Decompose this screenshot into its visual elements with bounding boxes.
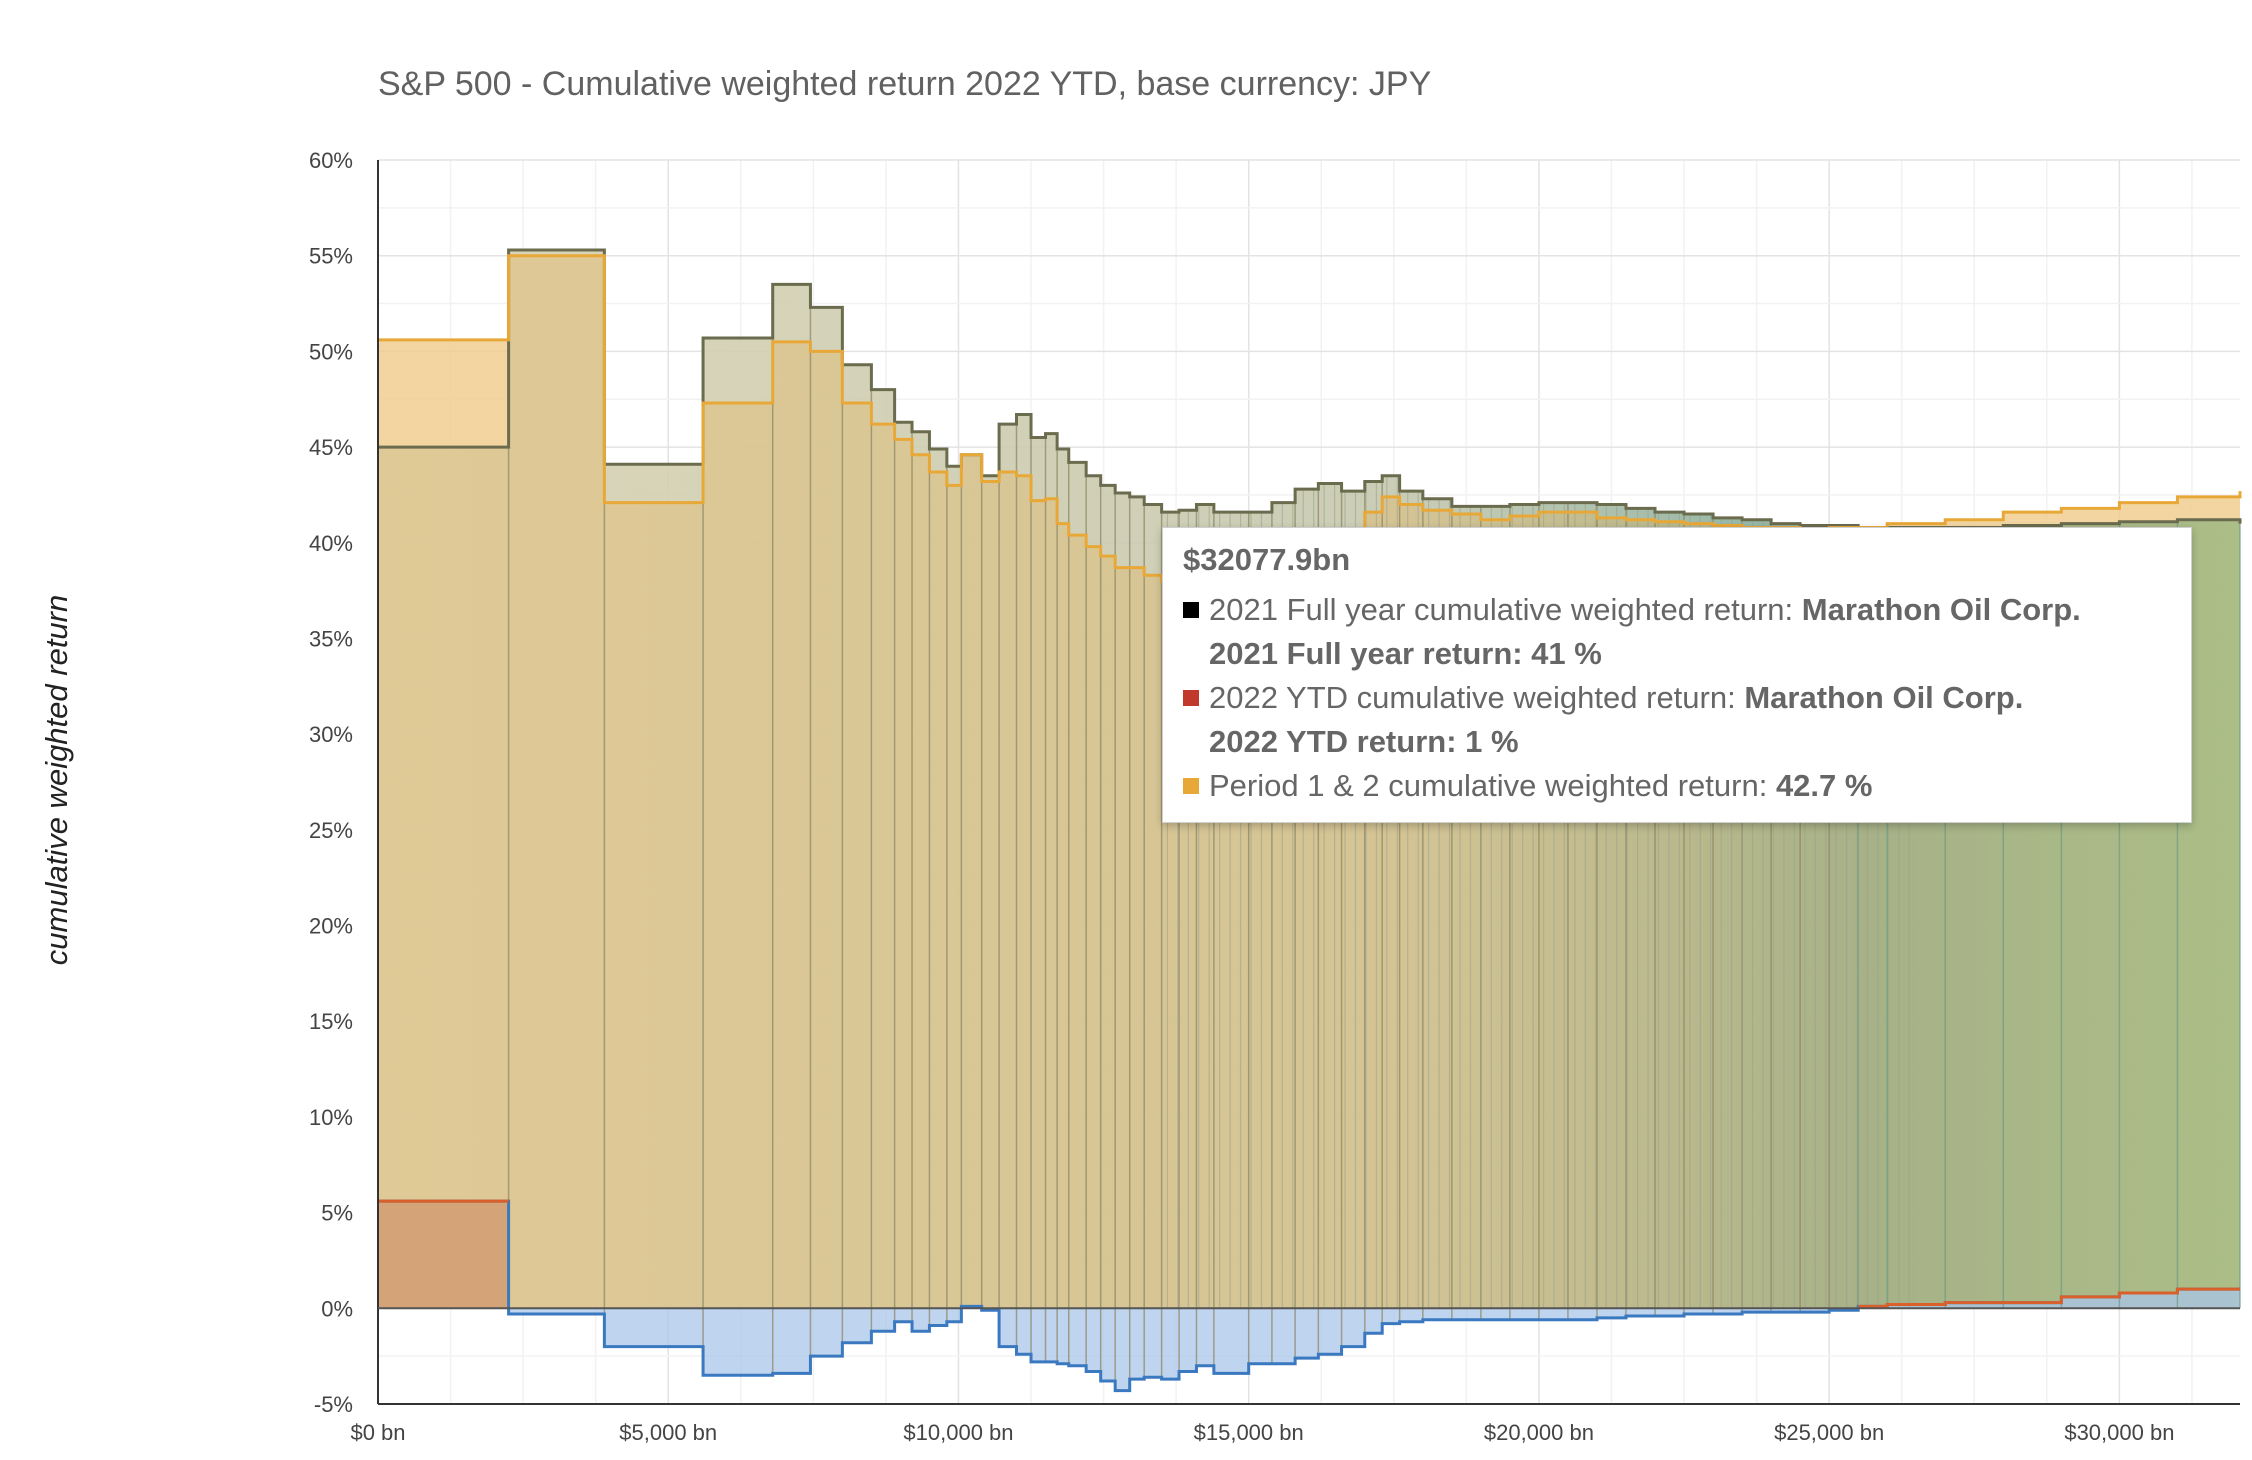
x-tick-label: $20,000 bn [1484,1420,1594,1445]
full-year-swatch [1183,602,1199,618]
y-tick-label: 5% [321,1201,353,1226]
tooltip-row2-label: 2022 YTD cumulative weighted return: [1209,680,1736,715]
y-tick-label: 20% [309,914,353,939]
tooltip-row-combined: Period 1 & 2 cumulative weighted return:… [1183,764,2171,808]
y-tick-label: 60% [309,148,353,173]
y-tick-label: 15% [309,1009,353,1034]
x-tick-label: $10,000 bn [903,1420,1013,1445]
ytd-positive-block [378,1201,509,1309]
tooltip-row3-value: 42.7 % [1775,768,1873,803]
tooltip-title: $32077.9bn [1183,542,1351,577]
axes [377,160,2240,1405]
tooltip-row1-value: Marathon Oil Corp. [1801,592,2081,627]
tooltip-row1-label: 2021 Full year cumulative weighted retur… [1209,592,1794,627]
y-tick-label: -5% [314,1392,353,1417]
tooltip-row1-sub: 2021 Full year return: 41 % [1209,636,1602,671]
chart-title: S&P 500 - Cumulative weighted return 202… [378,65,1431,103]
y-tick-label: 10% [309,1105,353,1130]
x-tick-label: $15,000 bn [1194,1420,1304,1445]
y-tick-label: 30% [309,722,353,747]
y-tick-label: 45% [309,435,353,460]
ytd-positive-tail-line [1858,1287,2240,1308]
ytd-swatch [1183,690,1199,706]
combined-swatch [1183,778,1199,794]
y-tick-label: 55% [309,244,353,269]
y-tick-label: 35% [309,626,353,651]
full-year-line [378,248,2242,529]
y-tick-label: 25% [309,818,353,843]
x-axis-ticks: $0 bn $5,000 bn $10,000 bn $15,000 bn $20,00… [350,1420,2174,1445]
x-tick-label: $25,000 bn [1774,1420,1884,1445]
tooltip-row2-sub: 2022 YTD return: 1 % [1209,724,1519,759]
ytd-line [378,1199,2240,1393]
x-tick-label: $5,000 bn [619,1420,717,1445]
tooltip: $32077.9bn 2021 Full year cumulative wei… [1162,527,2192,823]
tooltip-row-ytd: 2022 YTD cumulative weighted return: Mar… [1183,676,2171,720]
tooltip-row-full-year: 2021 Full year cumulative weighted retur… [1183,588,2171,632]
tooltip-row2-value: Marathon Oil Corp. [1744,680,2024,715]
tooltip-row3-label: Period 1 & 2 cumulative weighted return: [1209,768,1768,803]
y-axis-ticks: -5% 0% 5% 10% 15% 20% 25% 30% 35% 40% 45% 50% 55% 60% [309,148,353,1417]
x-tick-label: $0 bn [350,1420,405,1445]
x-tick-label: $30,000 bn [2064,1420,2174,1445]
y-tick-label: 40% [309,531,353,556]
y-axis-label: cumulative weighted return [39,595,74,965]
ytd-area [378,1201,2240,1391]
y-tick-label: 50% [309,339,353,364]
y-tick-label: 0% [321,1296,353,1321]
